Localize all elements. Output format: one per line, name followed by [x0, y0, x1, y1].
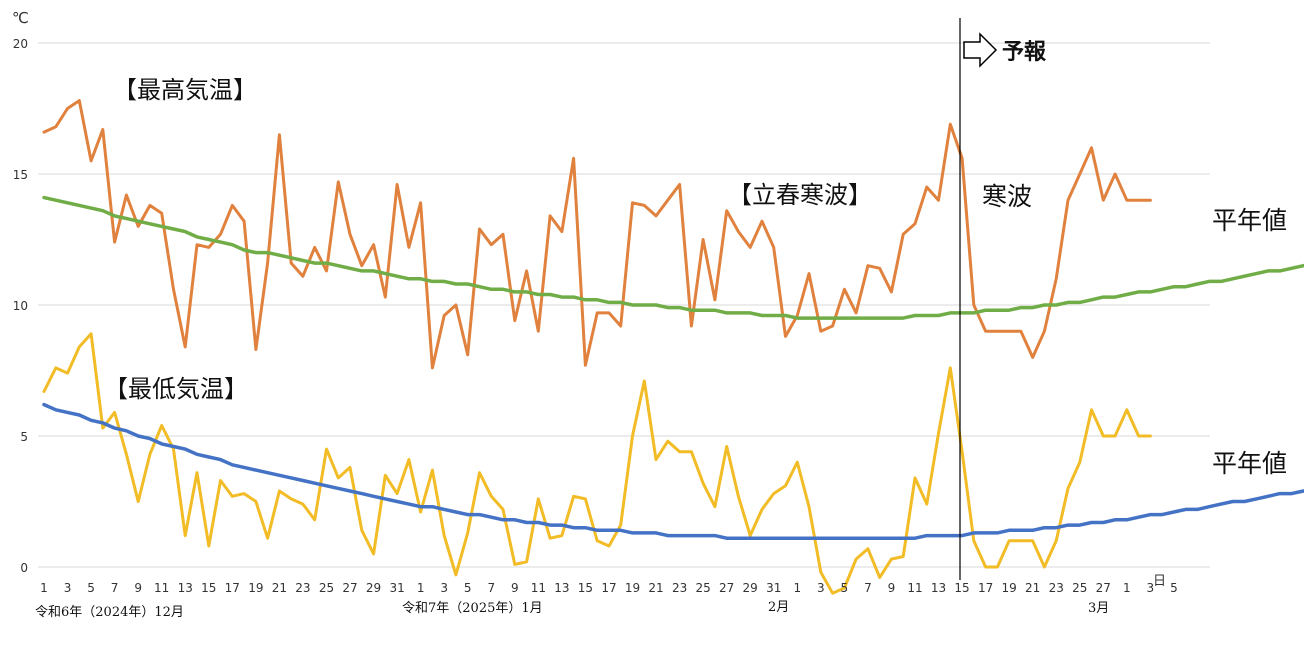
x-tick-label: 31 [766, 581, 781, 595]
x-tick-label: 9 [134, 581, 142, 595]
x-tick-label: 15 [578, 581, 593, 595]
y-tick-label-10: 10 [13, 299, 28, 313]
y-tick-label-20: 20 [13, 37, 28, 51]
x-tick-label: 15 [954, 581, 969, 595]
x-tick-label: 3 [1147, 581, 1155, 595]
x-tick-label: 13 [931, 581, 946, 595]
series-line-0 [42, 99, 1152, 370]
x-tick-label: 23 [672, 581, 687, 595]
x-tick-label: 7 [487, 581, 495, 595]
min-temp-title: 【最低気温】 [104, 375, 248, 403]
y-unit-label: ℃ [12, 9, 29, 27]
x-tick-label: 19 [1001, 581, 1016, 595]
x-tick-label: 25 [695, 581, 710, 595]
x-tick-label: 7 [864, 581, 872, 595]
normal-min-label: 平年値 [1212, 449, 1287, 478]
series-line-2 [42, 195, 1304, 320]
month-label-feb: 2月 [768, 600, 789, 615]
x-tick-label: 11 [531, 581, 546, 595]
forecast-arrow-icon [963, 32, 998, 68]
x-tick-label: 13 [178, 581, 193, 595]
x-tick-label: 1 [417, 581, 425, 595]
month-label-mar: 3月 [1088, 601, 1109, 616]
y-axis-ticks: 0 5 10 15 20 [13, 37, 28, 575]
x-tick-label: 1 [40, 581, 48, 595]
x-tick-label: 27 [1096, 581, 1111, 595]
x-tick-label: 1 [1123, 581, 1131, 595]
x-tick-label: 5 [1170, 581, 1178, 595]
x-tick-label: 31 [389, 581, 404, 595]
series-lines [42, 99, 1304, 595]
x-tick-label: 17 [601, 581, 616, 595]
x-tick-label: 9 [888, 581, 896, 595]
series-line-3 [42, 402, 1304, 540]
x-tick-label: 11 [907, 581, 922, 595]
x-tick-label: 21 [272, 581, 287, 595]
cold-wave-title: 【立春寒波】 [728, 181, 872, 209]
x-axis-ticks: 1 3 5 7 9 11 13 15 17 19 21 23 25 27 29 31 1 3 5 7 9 11 13 15 17… [40, 581, 1178, 595]
normal-max-label: 平年値 [1212, 206, 1287, 235]
x-tick-label: 17 [978, 581, 993, 595]
x-tick-label: 29 [366, 581, 381, 595]
x-tick-label: 27 [719, 581, 734, 595]
x-tick-label: 7 [111, 581, 119, 595]
x-tick-label: 3 [64, 581, 72, 595]
x-unit-label: 日 [1153, 574, 1166, 589]
x-tick-label: 17 [225, 581, 240, 595]
cold-wave-forecast-label: 寒波 [982, 182, 1032, 211]
x-tick-label: 5 [87, 581, 95, 595]
forecast-label: 予報 [1002, 39, 1047, 65]
x-tick-label: 25 [319, 581, 334, 595]
x-tick-label: 19 [625, 581, 640, 595]
x-tick-label: 25 [1072, 581, 1087, 595]
x-tick-label: 13 [554, 581, 569, 595]
x-tick-label: 21 [1025, 581, 1040, 595]
x-tick-label: 27 [342, 581, 357, 595]
month-label-dec: 令和6年（2024年）12月 [35, 605, 184, 620]
x-tick-label: 21 [648, 581, 663, 595]
x-tick-label: 5 [464, 581, 472, 595]
x-tick-label: 15 [201, 581, 216, 595]
y-tick-label-0: 0 [20, 561, 28, 575]
x-tick-label: 23 [295, 581, 310, 595]
x-tick-label: 19 [248, 581, 263, 595]
x-tick-label: 29 [743, 581, 758, 595]
month-label-jan: 令和7年（2025年）1月 [402, 601, 543, 616]
x-tick-label: 5 [841, 581, 849, 595]
x-tick-label: 3 [440, 581, 448, 595]
x-tick-label: 11 [154, 581, 169, 595]
y-tick-label-5: 5 [20, 430, 28, 444]
x-tick-label: 23 [1049, 581, 1064, 595]
max-temp-title: 【最高気温】 [113, 76, 257, 104]
series-line-1 [42, 332, 1152, 595]
x-tick-label: 1 [793, 581, 801, 595]
x-tick-label: 9 [511, 581, 519, 595]
x-tick-label: 3 [817, 581, 825, 595]
y-tick-label-15: 15 [13, 168, 28, 182]
